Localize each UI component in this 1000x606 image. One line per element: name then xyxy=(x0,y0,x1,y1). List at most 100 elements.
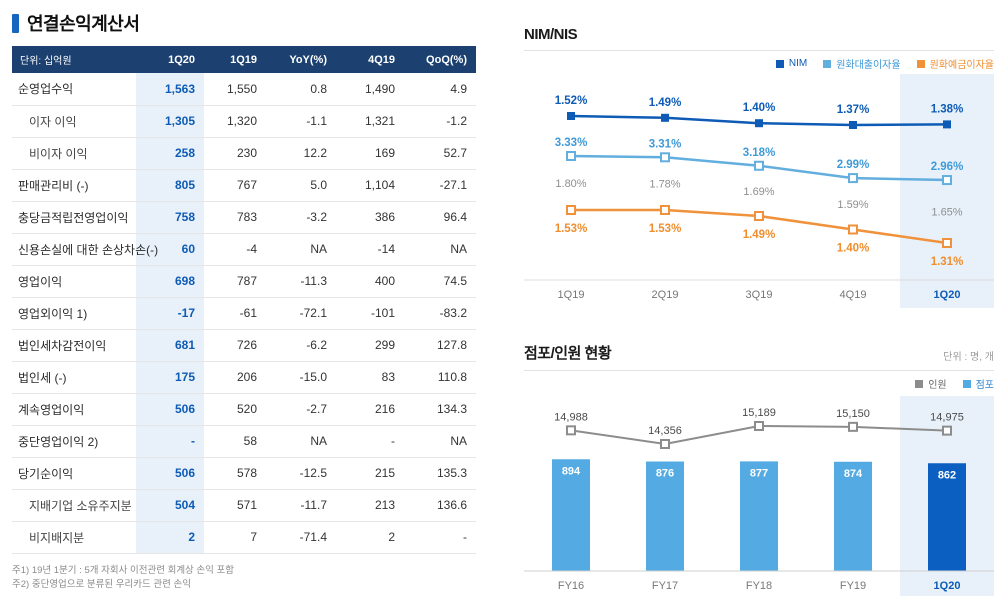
cell-1q20: 504 xyxy=(136,489,204,522)
cell: -101 xyxy=(336,297,404,330)
cell: -6.2 xyxy=(266,329,336,362)
cell: 1,490 xyxy=(336,73,404,106)
nim-marker xyxy=(849,121,857,129)
nim-marker xyxy=(661,113,669,122)
branch-bar xyxy=(740,461,778,571)
cell: -14 xyxy=(336,233,404,266)
col-header: 1Q20 xyxy=(136,46,204,73)
row-label: 비지배지분 xyxy=(12,521,136,554)
nim-value-label: 1.40% xyxy=(743,102,776,114)
cell: 215 xyxy=(336,457,404,490)
cell: -72.1 xyxy=(266,297,336,330)
nis-value-label: 1.65% xyxy=(931,207,962,219)
nim-nis-title-row: NIM/NIS xyxy=(524,26,994,51)
인원-legend-swatch xyxy=(915,379,924,388)
personnel-marker xyxy=(754,421,764,431)
nim-value-label: 1.52% xyxy=(555,95,588,107)
nim-nis-chart: 1Q19 2Q19 3Q19 4Q19 1Q20 3.33% 3.31% 3.18% 2.99%… xyxy=(524,74,994,308)
cell: 386 xyxy=(336,201,404,234)
cell-1q20: 2 xyxy=(136,521,204,554)
cell: 787 xyxy=(204,265,266,298)
deposit-rate-value-label: 1.49% xyxy=(743,229,776,241)
row-label: 영업이익 xyxy=(12,265,136,298)
loan-rate-value-label: 2.99% xyxy=(837,159,870,171)
loan-rate-marker xyxy=(942,175,952,186)
cell-1q20: - xyxy=(136,425,204,458)
x-axis-label: FY16 xyxy=(558,580,584,592)
cell: 216 xyxy=(336,393,404,426)
cell: 783 xyxy=(204,201,266,234)
deposit-rate-value-label: 1.53% xyxy=(555,223,588,235)
table-row: 계속영업이익 506 520 -2.7 216 134.3 xyxy=(12,393,476,426)
branch-bar-label: 862 xyxy=(938,469,956,481)
personnel-value-label: 14,356 xyxy=(648,425,682,437)
branch-bar-label: 874 xyxy=(844,468,863,480)
cell: 4.9 xyxy=(404,73,476,106)
deposit-rate-marker xyxy=(942,238,952,248)
원화예금이자율-legend-swatch xyxy=(916,59,925,68)
col-header: 4Q19 xyxy=(336,46,404,73)
table-row: 충당금적립전영업이익 758 783 -3.2 386 96.4 xyxy=(12,201,476,234)
branch-bar xyxy=(928,463,966,571)
row-label: 비이자 이익 xyxy=(12,137,136,170)
personnel-value-label: 15,150 xyxy=(836,408,870,420)
cell: 1,550 xyxy=(204,73,266,106)
branch-bar xyxy=(552,459,590,571)
cell: - xyxy=(404,521,476,554)
점포-legend-swatch xyxy=(962,379,971,388)
col-header: YoY(%) xyxy=(266,46,336,73)
deposit-rate-marker xyxy=(660,205,670,215)
x-axis-label: 2Q19 xyxy=(652,289,679,301)
nim-value-label: 1.38% xyxy=(931,103,964,115)
row-label: 당기순이익 xyxy=(12,457,136,490)
branch-legend: 인원 점포 xyxy=(524,377,994,391)
cell: -1.1 xyxy=(266,105,336,138)
row-label: 판매관리비 (-) xyxy=(12,169,136,202)
cell: 127.8 xyxy=(404,329,476,362)
cell: 135.3 xyxy=(404,457,476,490)
row-label: 순영업수익 xyxy=(12,73,136,106)
x-axis-label: 1Q20 xyxy=(934,580,961,592)
table-row: 비지배지분 2 7 -71.4 2- xyxy=(12,521,476,554)
table-row: 중단영업이익 2) -58 NA - NA xyxy=(12,425,476,458)
branch-bar-label: 877 xyxy=(750,467,768,479)
legend-label: 원화대출이자율 xyxy=(836,60,901,71)
footnote: 주2) 중단영업으로 분류된 우리카드 관련 손익 xyxy=(12,579,191,591)
cell: 96.4 xyxy=(404,201,476,234)
cell: 134.3 xyxy=(404,393,476,426)
cell-1q20: 805 xyxy=(136,169,204,202)
personnel-marker xyxy=(848,421,858,432)
deposit-rate-marker xyxy=(566,205,576,215)
loan-rate-marker xyxy=(660,152,670,163)
nim-value-label: 1.49% xyxy=(649,97,682,109)
col-header: 1Q19 xyxy=(204,46,266,73)
cell: 726 xyxy=(204,329,266,362)
cell-1q20: 506 xyxy=(136,393,204,426)
page-title: 연결손익계산서 xyxy=(27,14,140,34)
cell-1q20: 175 xyxy=(136,361,204,394)
deposit-rate-marker xyxy=(754,211,764,221)
table-row: 지배기업 소유주지분 504 571 -11.7 213 136.6 xyxy=(12,489,476,522)
legend-item: NIM xyxy=(775,58,807,69)
legend-label: 점포 xyxy=(975,380,994,391)
branch-bar xyxy=(834,461,872,571)
cell: 578 xyxy=(204,457,266,490)
nim-nis-title: NIM/NIS xyxy=(524,26,578,43)
deposit-rate-value-label: 1.53% xyxy=(649,223,682,235)
table-row: 순영업수익 1,563 1,550 0.8 1,490 4.9 xyxy=(12,73,476,106)
table-row: 판매관리비 (-) 805 767 5.0 1,104 -27.1 xyxy=(12,169,476,202)
cell: 213 xyxy=(336,489,404,522)
row-label: 이자 이익 xyxy=(12,105,136,138)
income-table-head-row: 단위: 십억원 1Q20 1Q19 YoY(%) 4Q19 QoQ(%) xyxy=(12,46,476,73)
cell: 110.8 xyxy=(404,361,476,394)
loan-rate-marker xyxy=(754,160,764,171)
x-axis-label: FY18 xyxy=(746,580,772,592)
row-label: 법인세차감전이익 xyxy=(12,329,136,362)
cell-1q20: 758 xyxy=(136,201,204,234)
personnel-value-label: 15,189 xyxy=(742,407,776,419)
cell: 1,320 xyxy=(204,105,266,138)
nis-value-label: 1.69% xyxy=(743,186,774,198)
cell: 0.8 xyxy=(266,73,336,106)
branch-bar-label: 894 xyxy=(562,465,581,477)
원화대출이자율-legend-swatch xyxy=(823,59,832,68)
